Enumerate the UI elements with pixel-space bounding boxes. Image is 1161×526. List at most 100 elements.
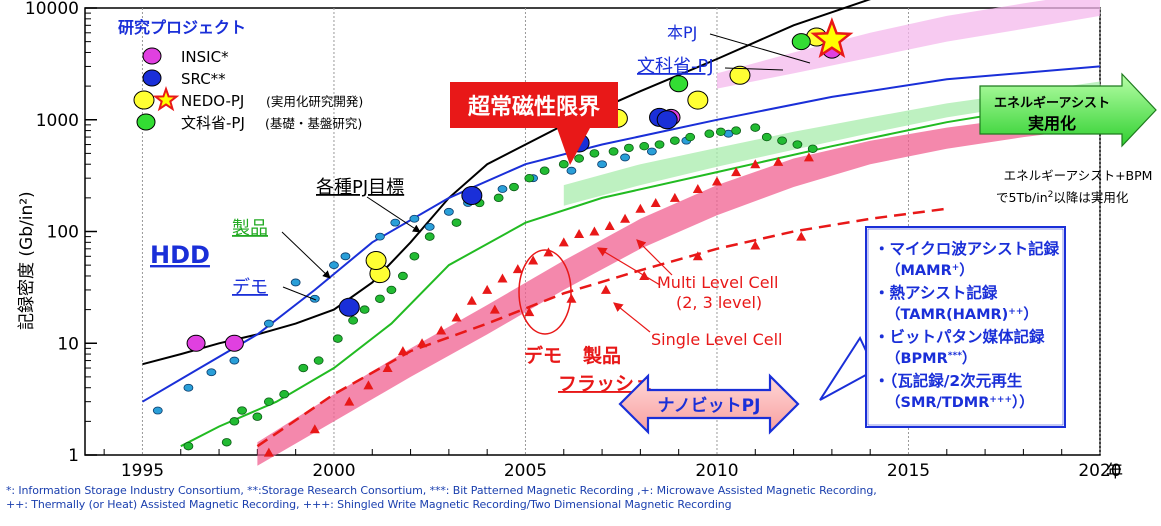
demo-dot xyxy=(309,294,320,303)
demo-dot xyxy=(443,207,454,216)
practical-label: 実用化 xyxy=(1028,114,1076,133)
flash-mlc-triangle xyxy=(620,213,631,223)
flash-mlc-triangle xyxy=(309,424,320,434)
nedo-point xyxy=(687,90,709,110)
flash-mlc-triangle xyxy=(382,363,393,373)
flash-mlc-triangle xyxy=(528,255,539,265)
flash-mlc-triangle xyxy=(558,237,569,247)
flash-mlc-triangle xyxy=(397,346,408,356)
product-dot xyxy=(524,173,535,183)
product-dot xyxy=(279,390,290,399)
series-line xyxy=(141,65,1101,403)
product-dot xyxy=(669,136,680,145)
demo-dot xyxy=(329,261,339,270)
product-dot xyxy=(654,140,665,149)
mext-pj-label: 文科省-PJ xyxy=(637,56,714,77)
slc-arrow xyxy=(613,302,651,333)
flash-label: フラッシュ xyxy=(558,373,653,395)
product-dot xyxy=(792,140,803,149)
product-dot xyxy=(715,127,726,137)
flash-mlc-triangle xyxy=(451,312,462,322)
flash-mlc-triangle xyxy=(711,176,722,186)
tech-item-title: ・（瓦記録/2次元再生 xyxy=(874,371,1023,390)
y-tick-label: 100 xyxy=(47,223,79,243)
x-tick-label: 2015 xyxy=(887,461,930,481)
product-dot xyxy=(750,123,761,132)
product-dot xyxy=(639,141,650,151)
mlc-arrow-2 xyxy=(596,247,661,286)
flash-mlc-triangle xyxy=(635,203,646,213)
flash-slc-triangle xyxy=(524,307,535,317)
flash-mlc-triangle xyxy=(363,380,374,390)
energy-assist-label: エネルギーアシスト xyxy=(994,95,1110,111)
demo-dot xyxy=(409,214,420,223)
product-dot xyxy=(623,143,634,153)
note-line-1: エネルギーアシスト+BPM xyxy=(1004,168,1153,183)
flash-slc-triangle xyxy=(489,304,500,314)
product-dot xyxy=(558,160,569,169)
demo-dot xyxy=(497,185,508,193)
product-dot xyxy=(348,316,359,325)
product-dot xyxy=(359,305,370,314)
y-tick-label: 1000 xyxy=(36,111,79,131)
legend-marker xyxy=(133,90,155,110)
product-dot xyxy=(704,129,715,138)
limit-callout-shape xyxy=(450,82,618,165)
y-tick-label: 10 xyxy=(57,334,79,354)
product-dot xyxy=(731,126,742,135)
demo-dot xyxy=(183,383,194,392)
flash-mlc-triangle xyxy=(604,220,615,230)
src-point xyxy=(656,110,678,130)
product-leader xyxy=(281,231,331,279)
nedo-point xyxy=(729,65,751,85)
x-axis-unit: 年 xyxy=(1106,462,1123,482)
product-dot xyxy=(237,406,247,415)
flash-mlc-triangle xyxy=(650,197,661,207)
product-dot xyxy=(451,218,462,227)
this-pj-leader xyxy=(709,33,811,64)
flash-mlc-triangle xyxy=(731,167,742,177)
flash-mlc-triangle xyxy=(512,264,523,274)
demo-dot xyxy=(375,232,385,241)
product-dot xyxy=(777,136,787,145)
x-tick-label: 2020 xyxy=(1078,461,1121,481)
flash-mlc-triangle xyxy=(497,273,508,283)
tech-item-title: ・熱アシスト記録 xyxy=(874,283,998,302)
y-tick-label: 10000 xyxy=(25,0,79,19)
product-dot xyxy=(424,232,435,241)
demo-dot xyxy=(390,218,401,227)
product-dot xyxy=(398,271,408,281)
flash-mlc-triangle xyxy=(589,226,600,236)
legend-title: 研究プロジェクト xyxy=(118,18,246,37)
product-dot xyxy=(589,149,600,158)
x-tick-label: 1995 xyxy=(121,461,164,481)
legend-note: (実用化研究開発) xyxy=(266,94,363,109)
flash-mlc-triangle xyxy=(263,447,274,457)
tech-box xyxy=(865,226,1066,428)
product-dot xyxy=(183,441,194,451)
nedo-point xyxy=(365,251,387,271)
demo-dot xyxy=(597,160,607,169)
flash-mlc-triangle xyxy=(466,295,477,305)
product-dot xyxy=(313,356,324,365)
flash-highlight-ellipse xyxy=(518,249,572,335)
demo-dot xyxy=(229,356,240,365)
demo-label: デモ xyxy=(232,277,268,298)
series-line xyxy=(180,95,1101,448)
demo-dot xyxy=(340,252,351,261)
product-dot xyxy=(493,193,504,203)
legend-note: (基礎・基盤研究) xyxy=(265,116,362,131)
demo-dot xyxy=(152,406,163,415)
mlc-label: Multi Level Cell xyxy=(657,273,778,292)
targets-label: 各種PJ目標 xyxy=(316,177,404,198)
flash-mlc-triangle xyxy=(543,247,554,257)
tech-item-abbr: （SMR/TDMR+++）） xyxy=(886,393,1034,411)
x-tick-label: 2005 xyxy=(504,461,547,481)
tech-item-abbr: （MAMR+） xyxy=(886,261,974,279)
product-dot xyxy=(252,412,263,421)
nanobit-label: ナノビットPJ xyxy=(658,396,761,416)
demo-dot xyxy=(263,319,274,328)
demo-leader xyxy=(282,286,317,301)
demo-dot xyxy=(424,222,435,231)
flash-product-label: 製品 xyxy=(582,345,621,367)
